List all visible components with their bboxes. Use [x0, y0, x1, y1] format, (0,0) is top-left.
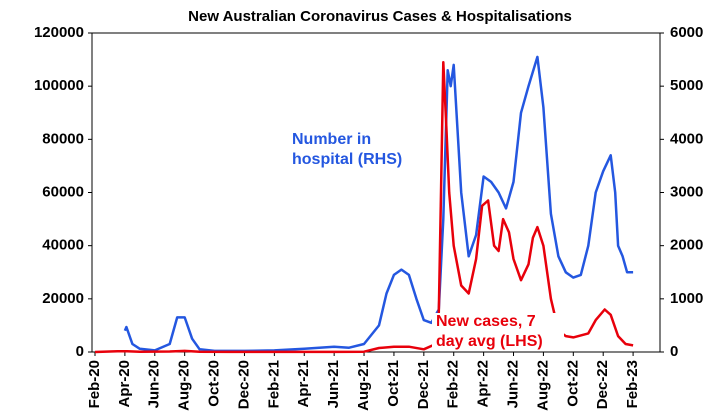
y-tick-label: 0: [76, 343, 84, 360]
series-line: [94, 60, 634, 354]
x-tick-label: Dec-20: [235, 360, 252, 409]
x-tick-label: Feb-22: [445, 360, 462, 408]
x-tick-label: Apr-21: [295, 360, 312, 408]
chart-title: New Australian Coronavirus Cases & Hospi…: [188, 8, 572, 25]
x-tick-label: Dec-22: [594, 360, 611, 409]
x-tick-label: Dec-21: [415, 360, 432, 409]
y2-tick-label: 1000: [670, 290, 703, 307]
x-tick-label: Oct-21: [385, 360, 402, 407]
annotation: Number in: [292, 131, 371, 148]
y-tick-label: 100000: [34, 77, 84, 94]
x-tick-label: Jun-20: [146, 360, 163, 408]
plot-frame: [91, 32, 661, 353]
annotation: New cases, 7: [436, 313, 536, 330]
series-line: [123, 55, 634, 353]
x-tick-label: Oct-20: [206, 360, 223, 407]
x-tick-label: Oct-22: [564, 360, 581, 407]
y-tick-label: 60000: [42, 183, 84, 200]
annotation: day avg (LHS): [436, 333, 543, 350]
x-tick-label: Jun-21: [325, 360, 342, 408]
x-tick-label: Feb-23: [624, 360, 641, 408]
y2-tick-label: 6000: [670, 24, 703, 41]
y-tick-label: 80000: [42, 130, 84, 147]
x-tick-label: Aug-22: [534, 360, 551, 411]
x-tick-label: Aug-20: [176, 360, 193, 411]
y-tick-label: 120000: [34, 24, 84, 41]
x-tick-label: Apr-22: [475, 360, 492, 408]
annotation: hospital (RHS): [292, 151, 402, 168]
x-tick-label: Apr-20: [116, 360, 133, 408]
y2-tick-label: 3000: [670, 183, 703, 200]
y2-tick-label: 2000: [670, 237, 703, 254]
y-tick-label: 40000: [42, 237, 84, 254]
x-tick-label: Feb-21: [265, 360, 282, 408]
annotation-bg: [432, 313, 564, 351]
x-tick-label: Feb-20: [86, 360, 103, 408]
x-tick-label: Aug-21: [355, 360, 372, 411]
y2-tick-label: 4000: [670, 130, 703, 147]
y-tick-label: 20000: [42, 290, 84, 307]
x-tick-label: Jun-22: [504, 360, 521, 408]
y2-tick-label: 0: [670, 343, 678, 360]
y2-tick-label: 5000: [670, 77, 703, 94]
